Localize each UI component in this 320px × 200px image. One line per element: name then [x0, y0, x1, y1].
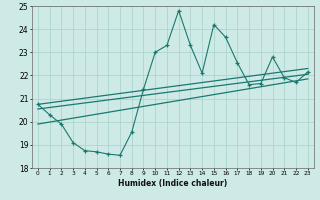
X-axis label: Humidex (Indice chaleur): Humidex (Indice chaleur) [118, 179, 228, 188]
